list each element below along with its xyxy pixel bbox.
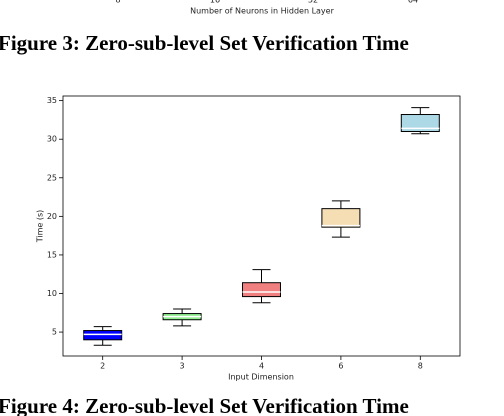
plot-frame (62, 95, 461, 357)
fig3-caption: Figure 3: Zero-sub-level Set Verificatio… (0, 31, 409, 55)
y-tick-label: 20 (47, 212, 57, 221)
y-tick-label: 25 (47, 173, 57, 182)
box (83, 330, 123, 341)
y-axis-label: Time (s) (36, 210, 45, 244)
x-tick-label: 3 (180, 362, 185, 371)
y-tick-label: 30 (47, 135, 57, 144)
y-tick-label: 10 (47, 289, 57, 298)
x-axis-label: Input Dimension (228, 373, 294, 382)
fig3-x-tick-label: 32 (308, 0, 318, 5)
y-tick-label: 15 (47, 250, 57, 259)
fig3-x-tick-label: 8 (115, 0, 120, 5)
fig4-caption: Figure 4: Zero-sub-level Set Verificatio… (0, 394, 409, 416)
x-tick-label: 8 (418, 362, 423, 371)
fig3-x-tick-label: 16 (210, 0, 220, 5)
box (321, 208, 361, 228)
fig3-x-label: Number of Neurons in Hidden Layer (190, 7, 334, 16)
y-tick-label: 35 (47, 96, 57, 105)
y-tick-label: 5 (52, 328, 57, 337)
x-tick-label: 2 (100, 362, 105, 371)
fig3-x-tick-label: 64 (408, 0, 418, 5)
x-tick-label: 4 (259, 362, 264, 371)
box (400, 114, 440, 132)
x-tick-label: 6 (338, 362, 343, 371)
box (242, 282, 281, 298)
